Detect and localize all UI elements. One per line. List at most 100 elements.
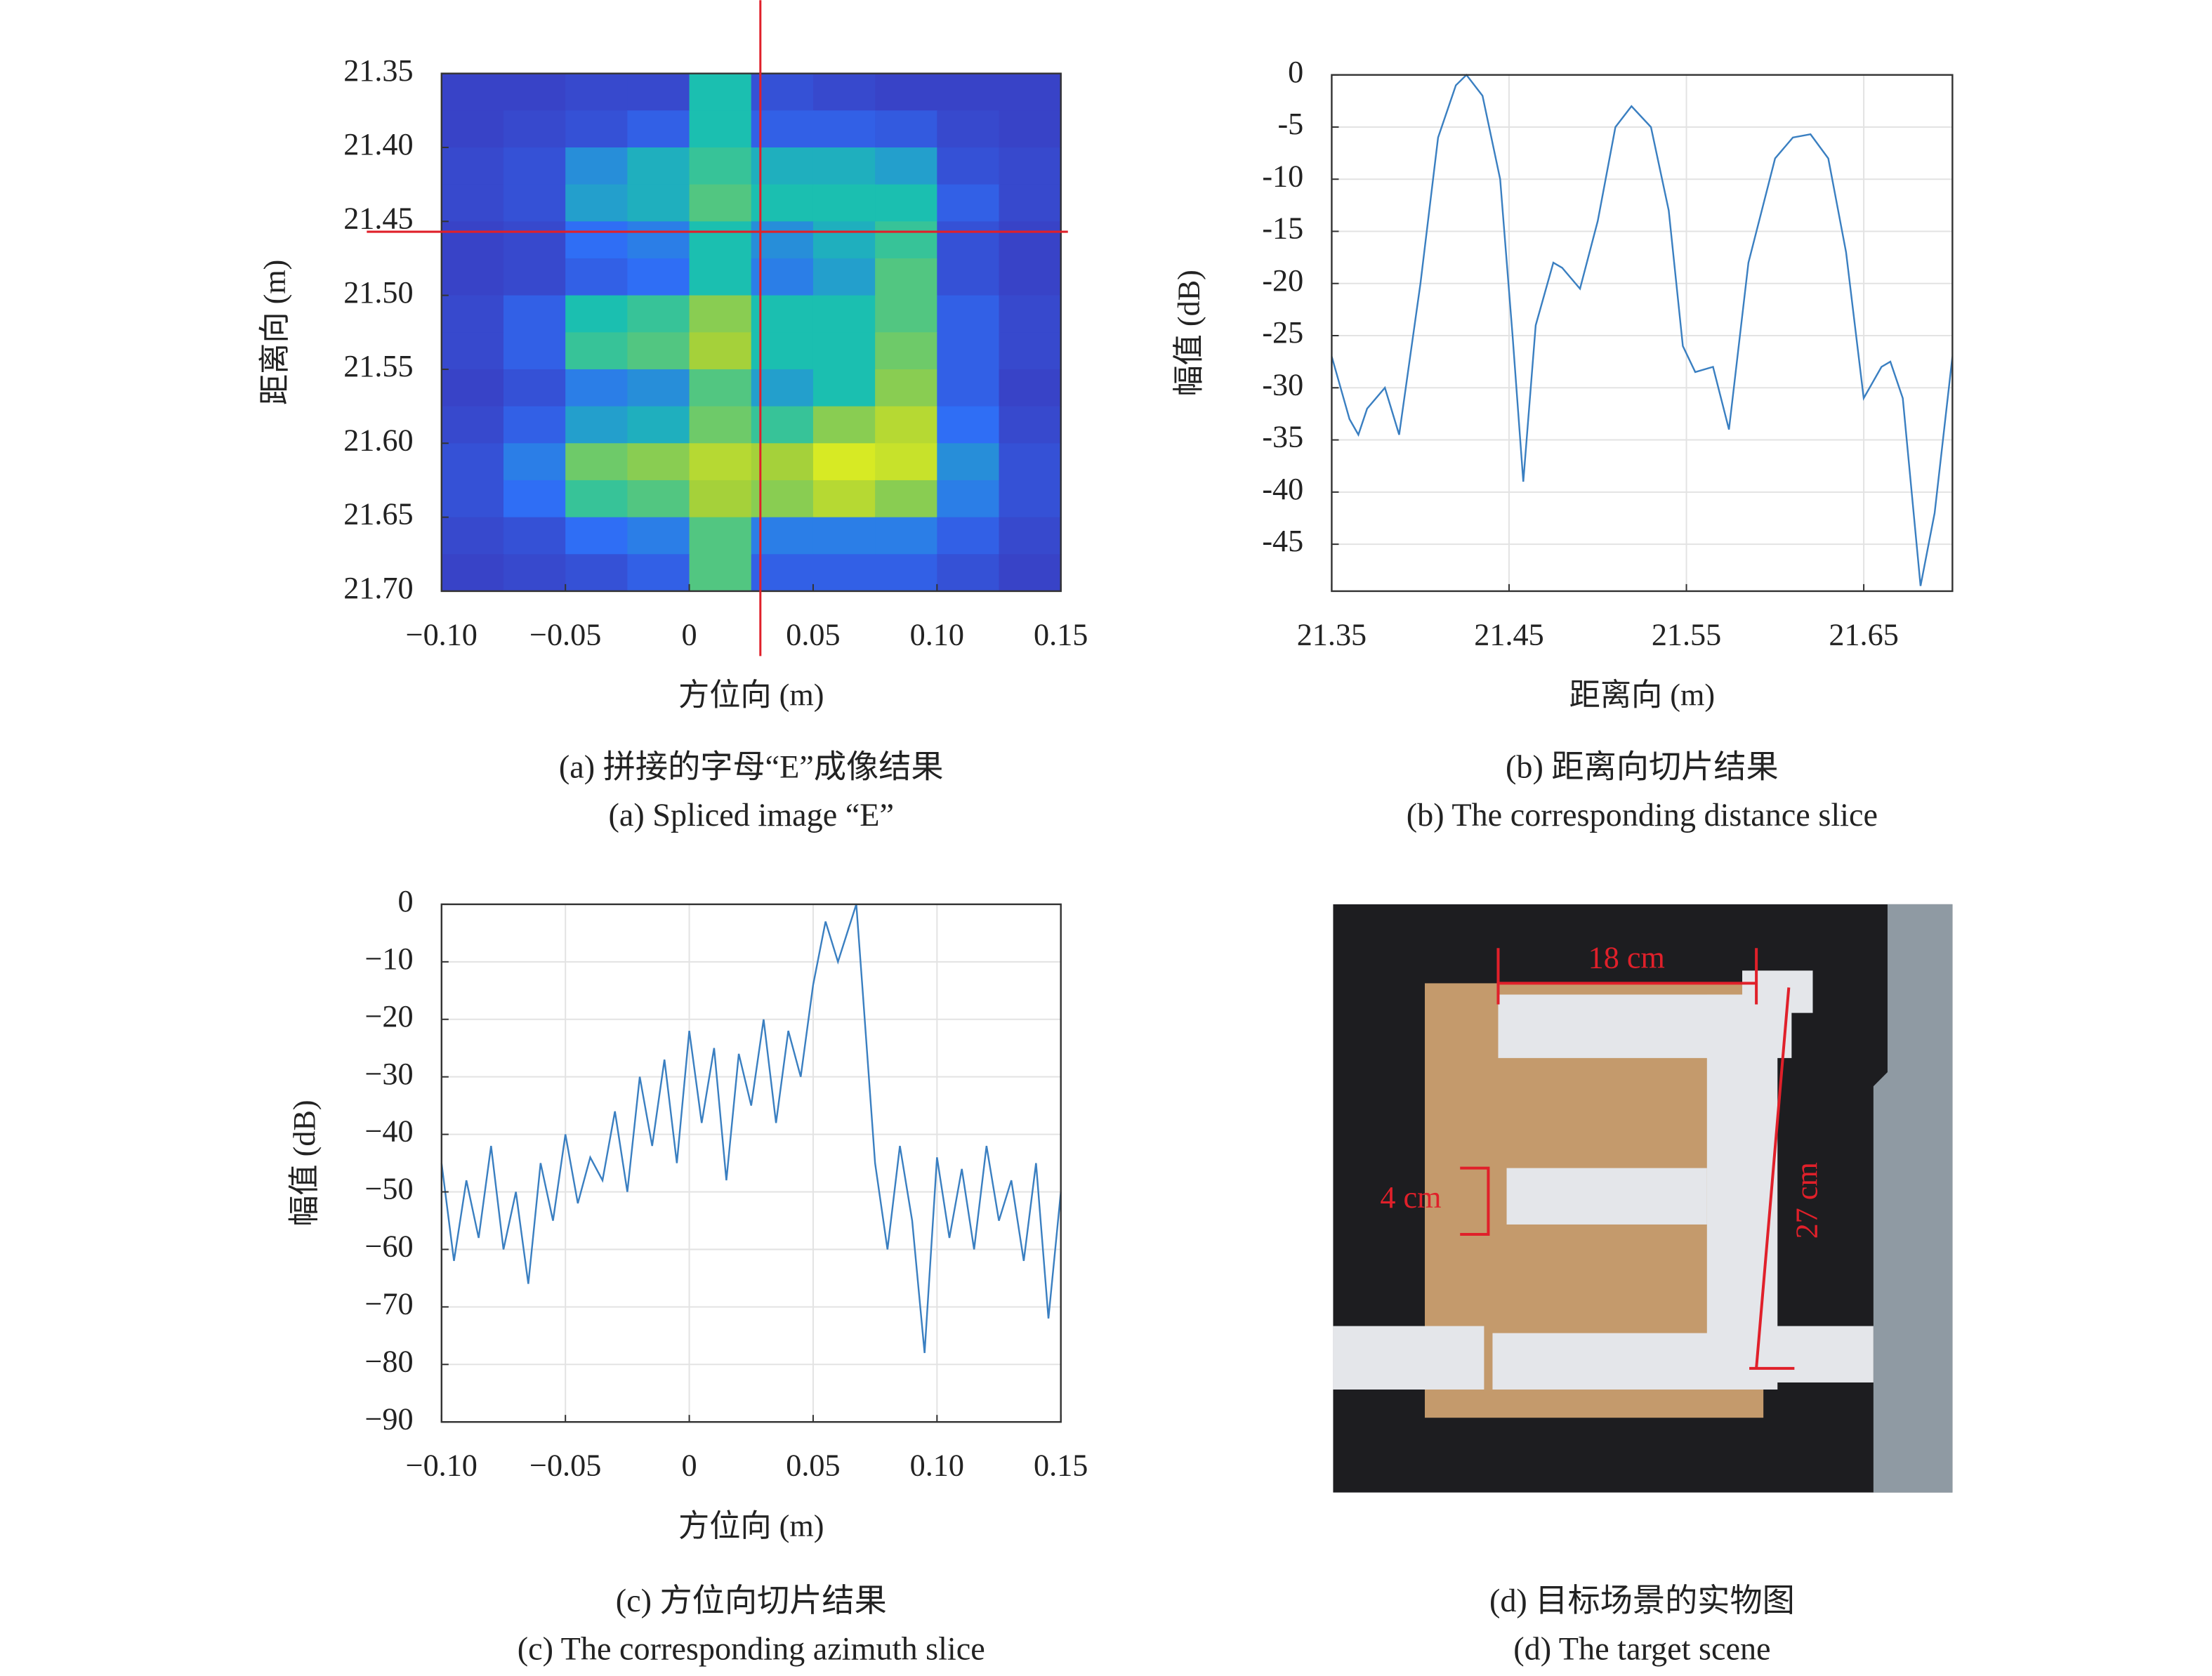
heat-cell [875,110,938,148]
heat-cell [689,110,752,148]
y-axis-label: 幅值 (dB) [287,1100,322,1226]
heat-cell [441,517,504,555]
y-tick-label: -35 [1262,420,1303,454]
heat-cell [937,184,1000,223]
y-tick-label: -10 [1262,159,1303,193]
heat-cell [565,443,628,481]
x-axis-label: 方位向 (m) [678,1509,824,1543]
heat-cell [689,258,752,296]
data-line [1331,73,1954,586]
heat-cell [751,110,814,148]
heat-cell [565,406,628,444]
heat-cell [999,517,1062,555]
heat-cell [441,554,504,592]
heat-cell [689,480,752,518]
y-tick-label: -20 [1262,263,1303,298]
plot-frame [1331,74,1954,593]
heat-cell [751,184,814,223]
x-tick-label: 0 [682,1449,697,1483]
heat-cell [937,258,1000,296]
heat-cell [999,110,1062,148]
heat-cell [999,258,1062,296]
heat-cell [751,443,814,481]
heat-cell [627,295,690,334]
heat-cell [503,480,567,518]
y-tick-label: −30 [365,1057,414,1091]
x-tick-label: 21.35 [1297,617,1367,652]
heat-cell [441,147,504,185]
heat-cell [503,221,567,259]
heat-cell [627,110,690,148]
y-tick-label: 21.55 [343,349,413,383]
heat-cell [751,406,814,444]
heat-cell [812,73,876,112]
heat-cell [689,295,752,334]
heat-cell [751,258,814,296]
photo-annotations [1460,948,1795,1370]
heat-cell [937,110,1000,148]
heat-cell [812,517,876,555]
chart: −0.10 −0.05 0 0.05 0.10 0.15 0 −10 −20 −30 −40 −50 −… [287,884,1088,1666]
heat-cell [812,332,876,370]
heat-cell [875,147,938,185]
heat-cell [627,406,690,444]
heat-cell [812,295,876,334]
heat-cell [503,73,567,112]
caption: (d) The target scene [1513,1630,1770,1666]
y-axis-label: 幅值 (dB) [1172,270,1206,396]
heat-cell [875,73,938,112]
heat-cell [812,369,876,407]
heat-cell [565,221,628,259]
x-tick-label: −0.05 [529,617,601,652]
x-tick-label: 21.45 [1474,617,1543,652]
x-tick-label: 0.10 [910,1449,964,1483]
y-tick-label: −50 [365,1172,414,1206]
heat-cell [875,369,938,407]
heat-cell [627,73,690,112]
heat-cell [689,73,752,112]
heat-cell [689,184,752,223]
heat-cell [999,147,1062,185]
heat-cell [875,443,938,481]
x-tick-label: 0.10 [910,617,964,652]
y-tick-label: -15 [1262,211,1303,246]
y-tick-label: 21.70 [343,571,413,605]
x-tick-label: −0.05 [529,1449,601,1483]
heat-cell [689,147,752,185]
heat-cell [627,147,690,185]
heat-cell [875,258,938,296]
heat-cell [751,554,814,592]
heat-cell [565,332,628,370]
heat-cell [937,443,1000,481]
heat-cell [937,406,1000,444]
heat-cell [689,554,752,592]
chart: 21.35 21.45 21.55 21.65 0 -5 -10 -15 -20 -25 -30 -3… [1172,55,1954,833]
heat-cell [751,369,814,407]
caption: (b) The corresponding distance slice [1407,797,1878,833]
heat-cell [689,517,752,555]
heat-cell [503,295,567,334]
heat-cell [627,369,690,407]
heat-cell [751,295,814,334]
heat-cell [503,147,567,185]
heat-cell [812,184,876,223]
photo: 18 cm 4 cm 27 cm (d) 目标场景的实物图 (d) The ta… [1333,904,1953,1666]
heat-cell [875,406,938,444]
y-tick-label: −80 [365,1344,414,1378]
heat-cell [999,369,1062,407]
caption: (b) 距离向切片结果 [1506,749,1779,785]
heat-cell [875,517,938,555]
heat-cell [937,295,1000,334]
y-axis-label: 距离向 (m) [258,260,292,405]
heat-cell [565,73,628,112]
x-tick-label: 0.05 [786,617,840,652]
y-tick-label: −40 [365,1114,414,1149]
heat-cell [812,258,876,296]
heat-cell [627,554,690,592]
y-tick-label: 0 [1288,55,1303,89]
heat-cell [441,73,504,112]
chart: −0.10 −0.05 0 0.05 0.10 0.15 21.35 21.40 21.45 21… [258,0,1088,833]
heat-cell [999,480,1062,518]
heat-cell [565,480,628,518]
heat-cell [875,221,938,259]
